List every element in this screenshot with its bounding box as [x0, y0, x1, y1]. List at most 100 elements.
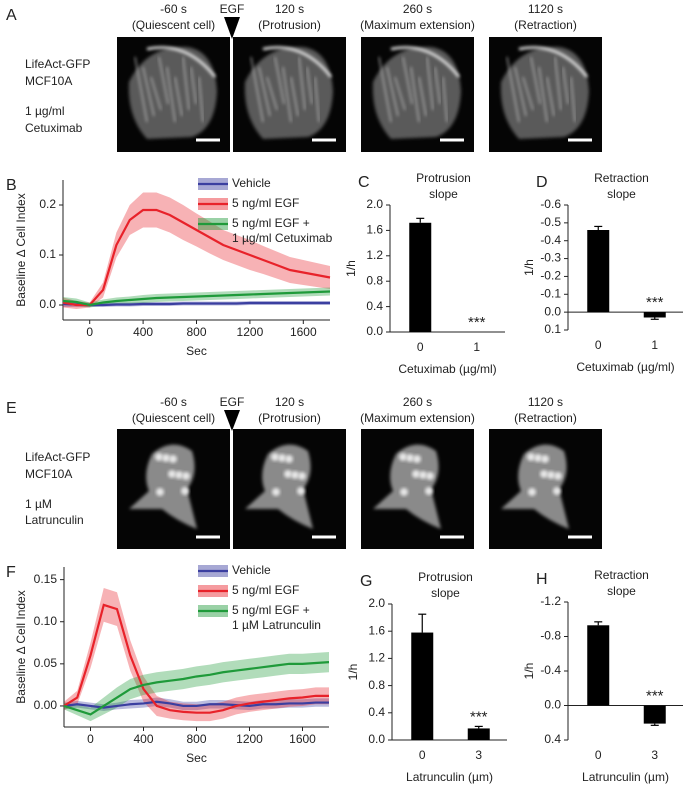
- cell: [372, 46, 461, 140]
- actin-fiber: [166, 66, 176, 123]
- y-tick-label: -0.4: [540, 233, 561, 247]
- actin-fiber: [190, 66, 197, 105]
- side-label: LifeAct-GFP: [25, 57, 90, 71]
- cell: [129, 444, 197, 529]
- frame-time: 120 s: [275, 395, 304, 409]
- actin-spot: [278, 454, 286, 462]
- side-label: LifeAct-GFP: [25, 450, 90, 464]
- chart-title: slope: [607, 584, 636, 598]
- chart-title: Protrusion: [418, 570, 473, 584]
- actin-fiber: [442, 76, 448, 123]
- actin-spot: [554, 472, 562, 480]
- panel-label: G: [360, 573, 372, 590]
- actin-spot: [399, 453, 407, 461]
- x-tick-label: 1600: [289, 732, 316, 746]
- significance-label: ***: [470, 708, 488, 725]
- x-tick-label: 1600: [290, 325, 317, 339]
- y-tick-label: -1.2: [540, 594, 561, 608]
- actin-fiber: [530, 56, 541, 105]
- frame-caption: (Retraction): [514, 18, 577, 32]
- y-tick-label: 1.6: [366, 223, 383, 237]
- bar: [467, 728, 490, 740]
- bar: [587, 230, 610, 313]
- actin-spot: [182, 472, 190, 480]
- side-label: Latrunculin: [25, 513, 84, 527]
- y-tick-label: -0.4: [540, 663, 561, 677]
- actin-spot: [175, 471, 183, 479]
- significance-label: ***: [646, 687, 664, 704]
- side-label: MCF10A: [25, 74, 72, 88]
- actin-spot: [272, 488, 280, 496]
- y-tick-label: 2.0: [368, 596, 385, 610]
- legend-label: 5 ng/ml EGF +1 µM Latrunculin: [232, 603, 321, 632]
- y-tick-label: 0.2: [39, 197, 56, 211]
- cell: [128, 46, 217, 140]
- y-tick-label: 0.8: [368, 678, 385, 692]
- x-tick-label: 400: [133, 325, 153, 339]
- cell-edge: [518, 46, 588, 78]
- x-tick-label: 400: [133, 732, 153, 746]
- series-line: [63, 603, 329, 714]
- series-line: [63, 700, 329, 709]
- actin-fiber: [142, 66, 155, 117]
- actin-spot: [425, 487, 433, 495]
- actin-spot: [406, 454, 414, 462]
- actin-fiber: [554, 56, 562, 111]
- actin-spot: [547, 471, 555, 479]
- y-tick-label: 1.2: [366, 248, 383, 262]
- actin-spot: [419, 471, 427, 479]
- frame-caption: (Protrusion): [258, 18, 321, 32]
- actin-spot: [400, 488, 408, 496]
- actin-spot: [541, 455, 549, 463]
- x-tick-label: 0: [595, 338, 602, 352]
- actin-fiber: [426, 56, 434, 111]
- actin-fiber: [250, 56, 264, 123]
- legend-label: 5 ng/ml EGF: [232, 583, 299, 597]
- actin-spot: [155, 453, 163, 461]
- significance-label: ***: [468, 314, 486, 331]
- y-tick-label: -0.5: [540, 215, 561, 229]
- actin-fiber: [562, 66, 569, 105]
- panel-label: C: [358, 174, 370, 191]
- frame-caption: (Protrusion): [258, 411, 321, 425]
- actin-fiber: [158, 56, 169, 105]
- actin-fiber: [182, 56, 190, 111]
- actin-fiber: [386, 66, 399, 117]
- y-tick-label: 0.1: [39, 247, 56, 261]
- actin-fiber: [522, 76, 534, 111]
- y-axis-label: Baseline Δ Cell Index: [14, 193, 28, 306]
- y-tick-label: 0.0: [544, 304, 561, 318]
- frame-caption: (Maximum extension): [360, 18, 475, 32]
- y-tick-label: 0.00: [34, 698, 58, 712]
- actin-spot: [291, 471, 299, 479]
- panel-label: D: [536, 174, 548, 191]
- bar: [643, 312, 666, 318]
- actin-spot: [298, 472, 306, 480]
- micrograph: [361, 429, 474, 549]
- actin-fiber: [314, 76, 320, 123]
- y-axis-label: 1/h: [522, 259, 536, 276]
- frame-caption: (Quiescent cell): [132, 411, 215, 425]
- actin-spot: [284, 470, 292, 478]
- actin-spot: [285, 455, 293, 463]
- bar: [587, 625, 610, 706]
- cell-edge: [390, 46, 460, 78]
- series-line: [63, 661, 330, 716]
- frame-caption: (Maximum extension): [360, 411, 475, 425]
- y-tick-label: 1.6: [368, 623, 385, 637]
- series-line: [62, 208, 331, 307]
- y-tick-label: 0.4: [368, 705, 385, 719]
- cell-edge: [146, 46, 216, 78]
- panel-label: A: [6, 7, 17, 24]
- x-tick-label: 1: [651, 338, 658, 352]
- x-tick-label: 3: [475, 748, 482, 762]
- actin-fiber: [514, 66, 527, 117]
- micrograph: [117, 429, 230, 549]
- actin-fiber: [258, 66, 271, 117]
- legend-label: 5 ng/ml EGF: [232, 196, 299, 210]
- actin-fiber: [570, 76, 576, 123]
- cell: [245, 444, 313, 529]
- x-axis-label: Cetuximab (µg/ml): [576, 360, 674, 374]
- actin-fiber: [274, 56, 285, 105]
